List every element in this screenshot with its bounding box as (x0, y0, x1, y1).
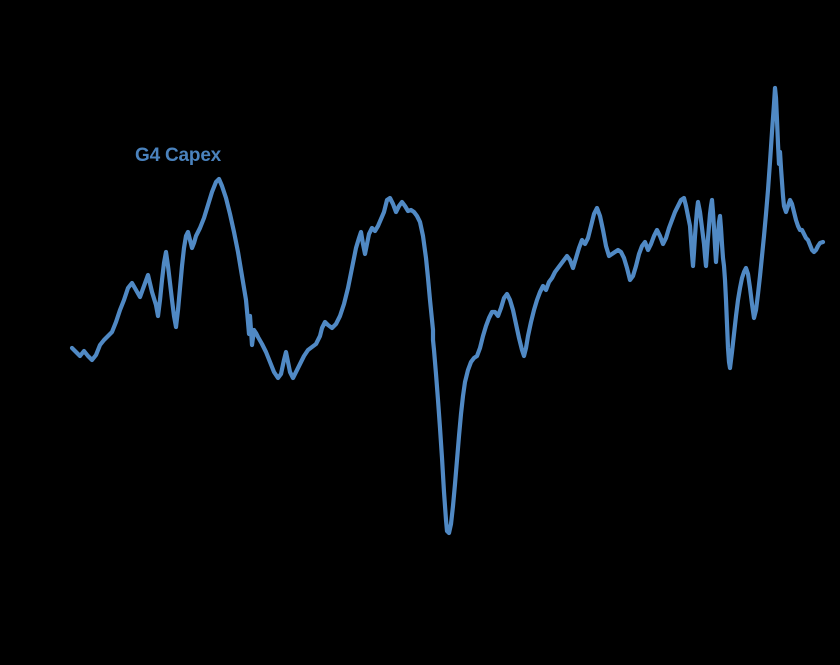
series-line-g4-capex (69, 85, 826, 536)
series-label-g4-capex: G4 Capex (135, 145, 222, 166)
